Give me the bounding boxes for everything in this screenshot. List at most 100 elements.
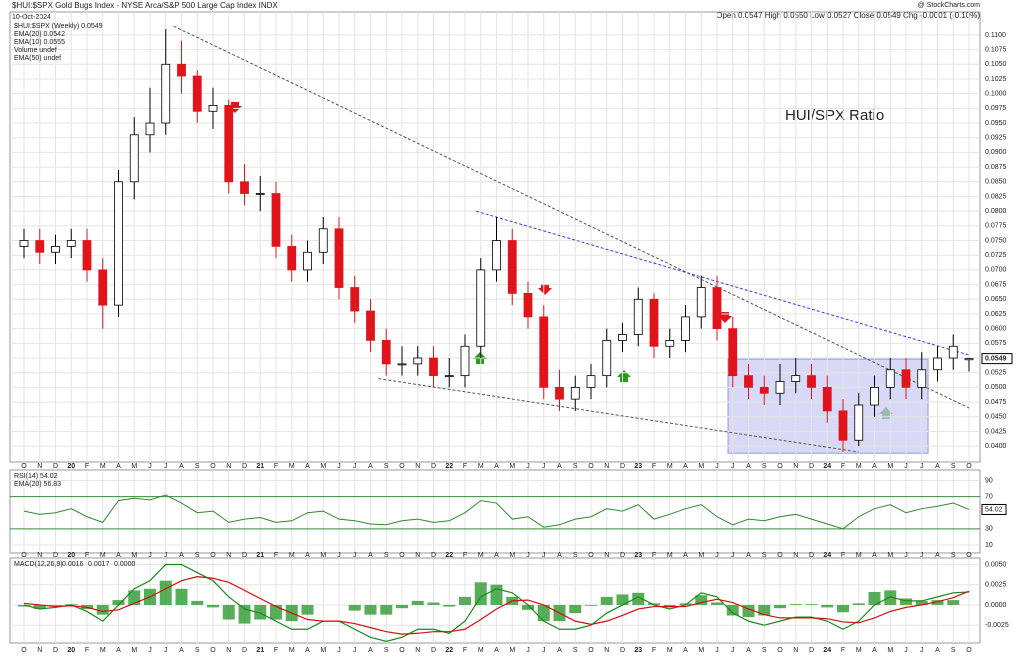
x-tick-label: D — [53, 463, 58, 470]
x-tick-label: D — [809, 463, 814, 470]
candle — [696, 275, 706, 329]
x-tick-label: M — [131, 647, 137, 654]
x-tick-label: J — [731, 463, 735, 470]
candle — [271, 181, 281, 259]
candle-body — [177, 63, 186, 77]
x-tick-label: 21 — [256, 463, 264, 470]
legend-entry: EMA(50) undef — [14, 55, 61, 62]
rsi-box-label: 54.02 — [985, 506, 1003, 513]
x-tick-label: S — [573, 552, 578, 559]
x-tick-label: M — [667, 463, 673, 470]
macd-histogram — [569, 604, 582, 614]
candle-body — [901, 369, 911, 388]
x-tick-label: S — [573, 463, 578, 470]
x-tick-label: D — [242, 552, 247, 559]
x-tick-label: A — [557, 647, 562, 654]
rsi-panel — [9, 469, 981, 554]
candle-body — [35, 240, 45, 253]
candle-body — [66, 240, 76, 247]
candle-body — [539, 316, 549, 388]
x-tick-label: A — [368, 552, 373, 559]
candle-body — [303, 251, 312, 271]
x-tick-label: O — [21, 552, 27, 559]
annotation: HUI/SPX Ratio — [785, 107, 884, 124]
trendline — [378, 378, 859, 453]
macd-panel — [9, 557, 981, 644]
x-tick-label: J — [542, 463, 546, 470]
sell-arrow — [718, 312, 732, 323]
macd-histogram — [33, 604, 46, 609]
macd-histogram — [585, 604, 597, 606]
candle-body — [633, 298, 643, 335]
candle — [933, 346, 942, 382]
x-tick-label: A — [872, 463, 877, 470]
rsi-legend: EMA(20) 56.83 — [14, 481, 61, 488]
x-tick-label: N — [37, 647, 42, 654]
x-tick-label: J — [904, 463, 908, 470]
candle-body — [366, 310, 375, 341]
y-tick-label: 0.0025 — [985, 582, 1007, 589]
macd-histogram — [868, 592, 881, 605]
x-tick-label: J — [148, 463, 152, 470]
y-tick-label: 10 — [985, 542, 993, 549]
candle-body — [429, 357, 438, 377]
x-tick-label: A — [305, 463, 310, 470]
x-tick-label: A — [683, 552, 688, 559]
x-tick-label: D — [242, 463, 247, 470]
macd-legend-value: 0.0000 — [114, 561, 136, 568]
macd-histogram — [915, 600, 928, 605]
candle-body — [854, 404, 864, 441]
macd-histogram — [600, 596, 613, 605]
legend-entry: Volume undef — [14, 47, 57, 54]
candle-body — [460, 345, 470, 377]
x-tick-label: J — [337, 647, 341, 654]
candle — [208, 87, 218, 129]
x-tick-label: M — [856, 647, 862, 654]
x-tick-label: D — [53, 552, 58, 559]
y-tick-label: 0.0850 — [985, 179, 1007, 186]
y-tick-label: 0.1075 — [985, 46, 1007, 53]
x-tick-label: J — [920, 552, 924, 559]
candle — [854, 393, 864, 447]
candle — [114, 170, 123, 317]
price-box-label: 0.0549 — [985, 355, 1007, 362]
x-tick-label: O — [399, 552, 405, 559]
candle — [791, 358, 801, 394]
macd-histogram — [711, 602, 723, 605]
macd-histogram — [726, 604, 739, 616]
candle-body — [129, 134, 139, 183]
candle — [318, 217, 328, 265]
y-tick-label: 0.0775 — [985, 223, 1007, 230]
x-tick-label: O — [966, 647, 972, 654]
macd-histogram — [852, 603, 865, 605]
x-tick-label: F — [274, 647, 278, 654]
candle — [681, 305, 690, 353]
x-tick-label: O — [210, 647, 216, 654]
macd-histogram — [270, 604, 282, 620]
candle-body — [19, 240, 29, 247]
x-tick-label: S — [573, 647, 578, 654]
y-tick-label: 0.0625 — [985, 311, 1007, 318]
y-tick-label: 0.0650 — [985, 296, 1007, 303]
candle-body — [271, 193, 281, 247]
candle-body — [712, 287, 722, 330]
y-tick-label: 0.0825 — [985, 193, 1007, 200]
y-tick-label: 0.1050 — [985, 61, 1007, 68]
x-tick-label: J — [904, 552, 908, 559]
x-tick-label: J — [164, 463, 168, 470]
y-tick-label: 0.0700 — [985, 267, 1007, 274]
x-tick-label: M — [100, 647, 106, 654]
x-tick-label: N — [37, 552, 42, 559]
macd-legend-value: 0.0016 — [62, 561, 84, 568]
candle-body — [885, 369, 895, 388]
sell-arrow — [538, 284, 552, 295]
candle — [744, 363, 753, 400]
x-tick-label: J — [526, 463, 530, 470]
macd-histogram — [789, 604, 802, 605]
candle — [728, 316, 738, 388]
x-tick-label: O — [777, 647, 783, 654]
x-tick-label: 24 — [823, 552, 831, 559]
x-tick-label: S — [762, 463, 767, 470]
macd-histogram — [96, 604, 109, 615]
x-tick-label: M — [320, 463, 326, 470]
